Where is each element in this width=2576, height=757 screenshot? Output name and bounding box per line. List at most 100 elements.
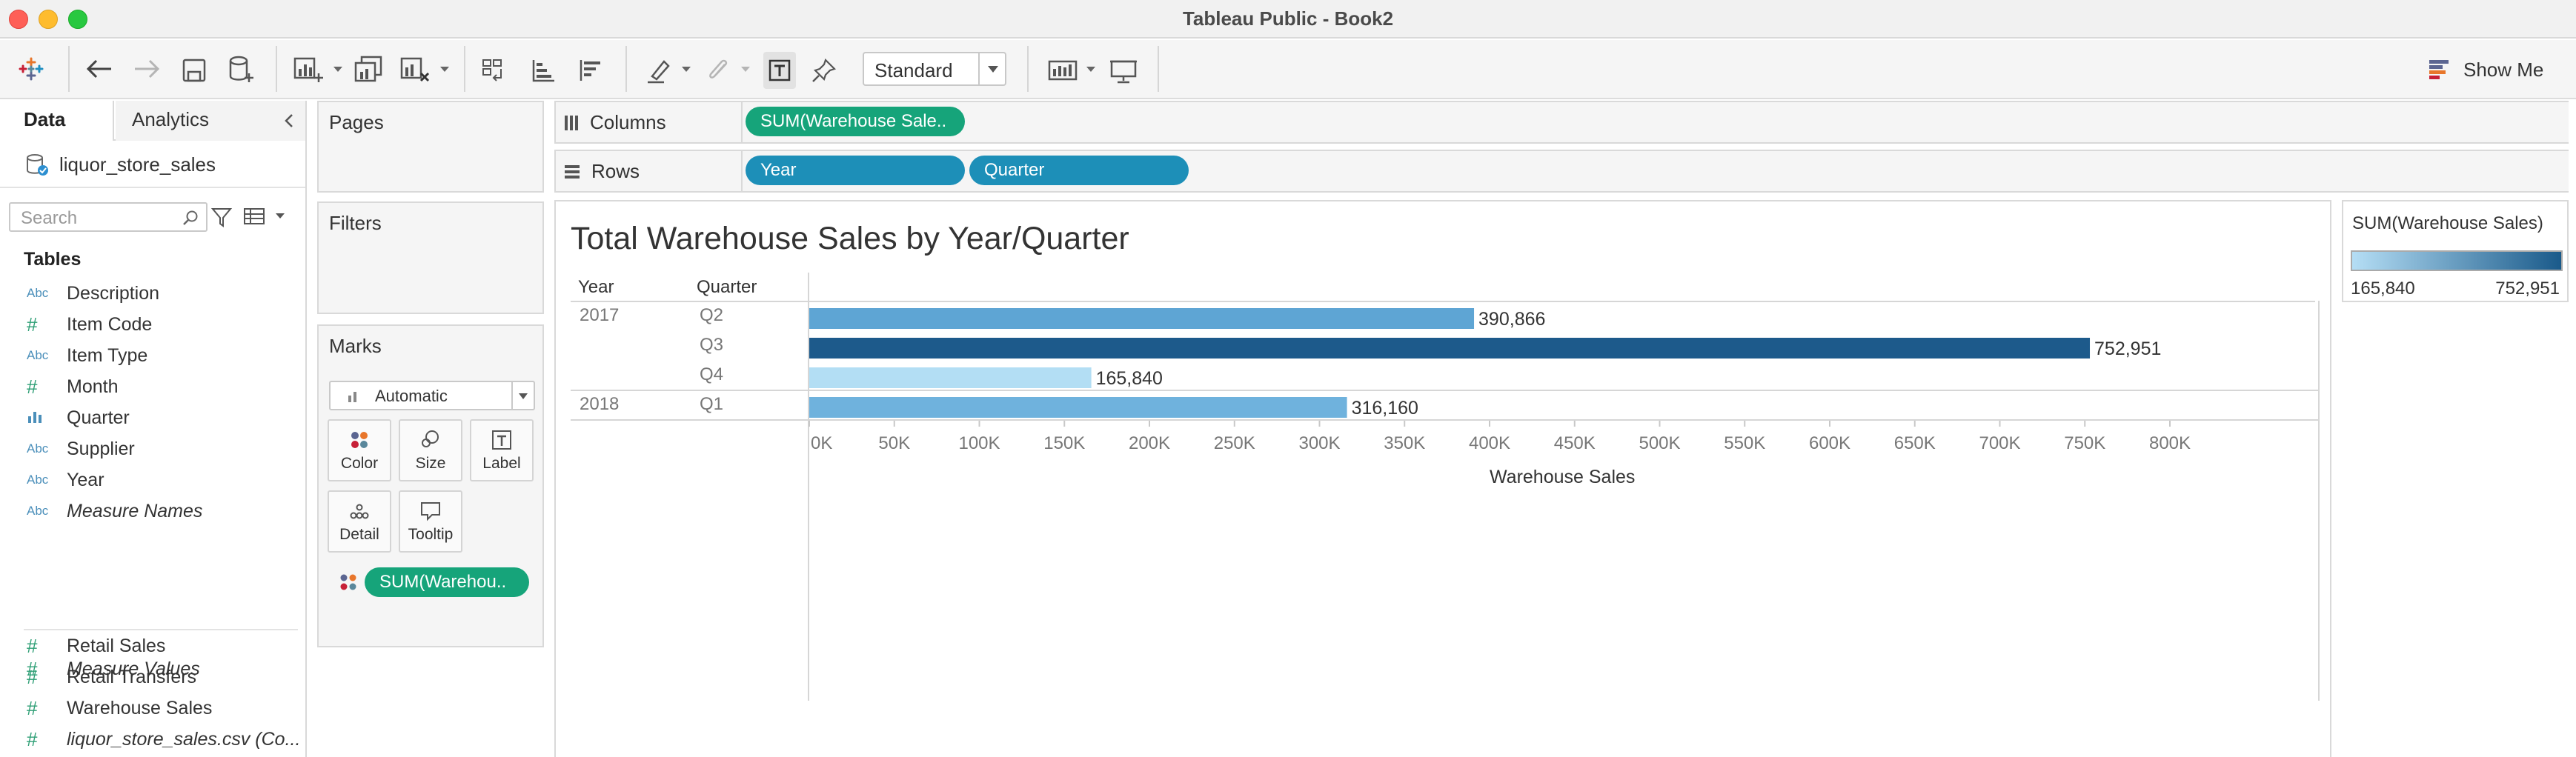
field-item[interactable]: Quarter: [27, 403, 301, 433]
rows-drop-area[interactable]: Year Quarter: [741, 151, 2569, 191]
chevron-down-icon: [978, 53, 1005, 84]
data-source-item[interactable]: liquor_store_sales: [0, 142, 305, 188]
field-type-badge: Abc: [27, 504, 49, 518]
tableau-logo-icon[interactable]: [16, 50, 46, 87]
clear-sheet-dropdown[interactable]: [440, 67, 449, 72]
bar-Q3[interactable]: [809, 338, 2091, 359]
year-header: Year: [578, 277, 614, 297]
sort-descending-icon[interactable]: [577, 52, 606, 89]
filters-card[interactable]: Filters: [317, 201, 544, 314]
filters-card-title: Filters: [329, 212, 382, 234]
bar-Q1[interactable]: [809, 397, 1347, 418]
bar-Q2[interactable]: [809, 308, 1475, 329]
marks-color-button[interactable]: Color: [328, 419, 391, 481]
field-type-badge: Abc: [27, 441, 49, 456]
fix-axes-pin-icon[interactable]: [811, 52, 837, 89]
field-item[interactable]: # Month: [27, 372, 301, 401]
show-cards-icon[interactable]: [1046, 52, 1079, 89]
field-item[interactable]: # Retail Transfers: [27, 662, 301, 692]
field-item[interactable]: # Warehouse Sales: [27, 693, 301, 723]
new-worksheet-dropdown[interactable]: [333, 67, 342, 72]
new-worksheet-icon[interactable]: [292, 50, 325, 87]
group-members-icon[interactable]: [704, 52, 734, 89]
color-legend[interactable]: SUM(Warehouse Sales) 165,840 752,951: [2342, 200, 2569, 302]
search-icon: [183, 210, 198, 225]
field-item[interactable]: # Retail Sales: [27, 631, 301, 661]
field-type-badge: #: [27, 657, 38, 680]
marks-label-label: Label: [482, 455, 521, 472]
undo-icon[interactable]: [83, 50, 116, 87]
x-tick-label: 600K: [1809, 433, 1850, 453]
x-tick-label: 800K: [2149, 433, 2191, 453]
new-data-source-icon[interactable]: [227, 50, 256, 87]
field-item[interactable]: Abc Measure Names: [27, 496, 301, 526]
pages-card[interactable]: Pages: [317, 101, 544, 193]
duplicate-sheet-icon[interactable]: [353, 50, 385, 87]
clear-sheet-icon[interactable]: [399, 50, 431, 87]
list-view-icon[interactable]: [243, 207, 265, 225]
field-item[interactable]: Abc Item Type: [27, 341, 301, 370]
field-item[interactable]: # Measure Values: [27, 654, 301, 684]
tab-data[interactable]: Data: [0, 101, 114, 141]
marks-detail-button[interactable]: Detail: [328, 490, 391, 553]
worksheet-view[interactable]: Total Warehouse Sales by Year/Quarter Ye…: [554, 200, 2331, 757]
marks-card-title: Marks: [329, 335, 382, 357]
marks-tooltip-button[interactable]: Tooltip: [399, 490, 462, 553]
bar-chart-icon: [27, 409, 67, 427]
swap-rows-columns-icon[interactable]: [480, 52, 510, 89]
show-mark-labels-icon[interactable]: [763, 52, 796, 89]
show-me-icon: [2429, 60, 2449, 79]
pages-card-title: Pages: [329, 111, 384, 133]
columns-drop-area[interactable]: SUM(Warehouse Sale..: [741, 102, 2569, 142]
detail-icon: [350, 504, 369, 519]
zoom-window-button[interactable]: [68, 10, 87, 29]
color-icon: [340, 574, 356, 590]
redo-icon[interactable]: [130, 50, 163, 87]
collapse-pane-icon[interactable]: [283, 113, 295, 129]
x-axis-title: Warehouse Sales: [1490, 467, 1636, 487]
save-icon[interactable]: [181, 52, 208, 89]
show-cards-dropdown[interactable]: [1086, 67, 1095, 72]
minimize-window-button[interactable]: [39, 10, 58, 29]
marks-size-button[interactable]: Size: [399, 419, 462, 481]
highlight-dropdown[interactable]: [682, 67, 691, 72]
rows-pill-quarter[interactable]: Quarter: [969, 156, 1189, 185]
marks-color-pill[interactable]: SUM(Warehou..: [365, 567, 529, 597]
sort-ascending-icon[interactable]: [529, 52, 559, 89]
field-search-input[interactable]: Search: [9, 202, 208, 232]
tab-analytics-label: Analytics: [132, 108, 210, 130]
x-tick-label: 700K: [1979, 433, 2020, 453]
color-icon: [351, 432, 368, 448]
quarter-label: Q1: [700, 394, 724, 414]
bar-Q4[interactable]: [809, 367, 1092, 388]
filter-icon[interactable]: [210, 206, 233, 228]
field-item[interactable]: Abc Year: [27, 465, 301, 495]
close-window-button[interactable]: [9, 10, 28, 29]
fit-select[interactable]: Standard: [863, 52, 1006, 86]
field-item[interactable]: Abc Description: [27, 279, 301, 308]
bar-chart[interactable]: 390,866 752,951 165,840 316,160 0K 50K 100K 150…: [556, 201, 2330, 587]
field-item[interactable]: # liquor_store_sales.csv (Co...: [27, 724, 301, 754]
rows-pill-year[interactable]: Year: [746, 156, 965, 185]
mark-type-select[interactable]: Automatic: [329, 381, 535, 410]
legend-max-label: 752,951: [2495, 279, 2560, 299]
toolbar-separator: [625, 46, 627, 92]
marks-label-button[interactable]: Label: [470, 419, 534, 481]
toolbar-separator: [68, 46, 70, 92]
view-options-dropdown[interactable]: [276, 213, 285, 219]
field-item[interactable]: # Item Code: [27, 310, 301, 339]
tab-analytics[interactable]: Analytics: [116, 101, 305, 141]
data-pane-tabs: Data Analytics: [0, 101, 305, 141]
group-dropdown[interactable]: [741, 67, 750, 72]
marks-tooltip-label: Tooltip: [408, 526, 454, 543]
view-title: Total Warehouse Sales by Year/Quarter: [571, 221, 1129, 256]
axis-divider: [808, 273, 809, 701]
columns-label: Columns: [590, 111, 666, 133]
columns-pill[interactable]: SUM(Warehouse Sale..: [746, 107, 965, 136]
x-tick-label: 100K: [958, 433, 1000, 453]
field-item[interactable]: Abc Supplier: [27, 434, 301, 464]
show-me-button[interactable]: Show Me: [2428, 56, 2543, 83]
search-placeholder: Search: [21, 208, 78, 228]
presentation-mode-icon[interactable]: [1109, 52, 1138, 89]
highlight-icon[interactable]: [645, 52, 674, 89]
